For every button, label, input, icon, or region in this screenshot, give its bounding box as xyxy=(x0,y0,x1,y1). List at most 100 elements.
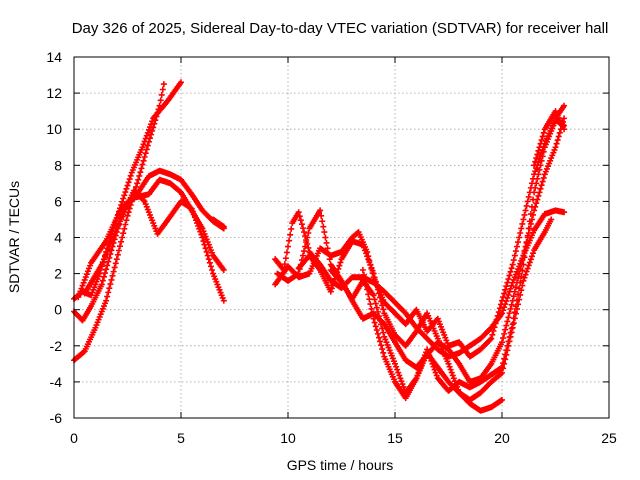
data-point-marker xyxy=(377,338,384,345)
data-point-marker xyxy=(503,283,510,290)
data-point-marker xyxy=(100,273,107,280)
data-point-marker xyxy=(508,329,515,336)
data-point-marker xyxy=(522,207,529,214)
data-point-marker xyxy=(158,91,165,98)
data-point-marker xyxy=(108,247,115,254)
data-point-marker xyxy=(530,250,537,257)
data-point-marker xyxy=(81,276,88,283)
data-point-marker xyxy=(359,241,366,248)
series-track-3 xyxy=(71,176,227,324)
data-point-marker xyxy=(527,211,534,218)
data-point-marker xyxy=(370,315,377,322)
data-point-marker xyxy=(140,197,147,204)
data-point-marker xyxy=(79,282,86,289)
data-point-marker xyxy=(503,351,510,358)
data-point-marker xyxy=(319,218,326,225)
series-track-10 xyxy=(295,238,505,414)
data-point-marker xyxy=(499,297,505,304)
data-point-marker xyxy=(379,346,386,353)
data-point-marker xyxy=(521,211,528,218)
data-point-marker xyxy=(488,335,495,342)
data-point-marker xyxy=(553,140,560,147)
y-tick-label: 8 xyxy=(54,157,62,173)
data-point-marker xyxy=(329,282,336,289)
data-point-marker xyxy=(142,150,149,157)
data-point-marker xyxy=(366,296,373,303)
y-tick-label: -6 xyxy=(50,410,63,426)
data-point-marker xyxy=(447,366,454,373)
data-point-marker xyxy=(531,189,538,196)
data-point-marker xyxy=(378,321,385,328)
data-point-marker xyxy=(195,222,202,229)
y-tick-label: -4 xyxy=(50,374,63,390)
data-point-marker xyxy=(505,314,512,321)
data-point-marker xyxy=(121,192,128,199)
data-point-marker xyxy=(525,262,532,269)
data-point-marker xyxy=(538,137,545,144)
data-point-marker xyxy=(512,248,519,255)
data-point-marker xyxy=(489,331,496,338)
data-point-marker xyxy=(523,239,530,246)
data-point-marker xyxy=(76,291,83,298)
data-point-marker xyxy=(502,356,509,363)
data-point-marker xyxy=(538,157,545,164)
y-tick-label: 2 xyxy=(54,266,62,282)
data-point-marker xyxy=(523,202,530,209)
data-point-marker xyxy=(302,243,309,250)
series-track-6 xyxy=(210,216,227,230)
data-point-marker xyxy=(178,79,184,86)
data-point-marker xyxy=(533,200,540,207)
data-point-marker xyxy=(282,255,289,262)
data-point-marker xyxy=(146,124,153,131)
x-tick-label: 15 xyxy=(387,430,403,446)
data-point-marker xyxy=(520,216,527,223)
data-point-marker xyxy=(450,375,457,382)
data-point-marker xyxy=(365,256,372,263)
data-point-marker xyxy=(140,157,147,164)
data-point-marker xyxy=(526,218,533,225)
data-point-marker xyxy=(288,225,295,232)
data-point-marker xyxy=(501,290,508,297)
data-point-marker xyxy=(487,336,494,343)
y-axis-label: SDTVAR / TECUs xyxy=(6,181,22,293)
y-tick-label: 6 xyxy=(54,193,62,209)
data-point-marker xyxy=(202,245,209,252)
x-tick-label: 5 xyxy=(177,430,185,446)
data-point-marker xyxy=(446,363,453,370)
data-point-marker xyxy=(516,296,523,303)
data-point-marker xyxy=(522,247,529,254)
data-point-marker xyxy=(509,261,516,268)
data-point-marker xyxy=(120,195,127,202)
data-point-marker xyxy=(502,286,509,293)
data-point-marker xyxy=(148,131,155,138)
data-point-marker xyxy=(502,326,509,333)
data-point-marker xyxy=(508,282,515,289)
data-point-marker xyxy=(374,286,381,293)
data-point-marker xyxy=(83,271,90,278)
data-point-marker xyxy=(536,166,543,173)
y-tick-label: 10 xyxy=(46,121,62,137)
data-point-marker xyxy=(120,230,127,237)
data-point-marker xyxy=(122,189,129,196)
data-point-marker xyxy=(371,274,378,281)
data-point-marker xyxy=(369,267,376,274)
data-point-marker xyxy=(197,228,204,235)
data-point-marker xyxy=(84,268,91,275)
data-point-marker xyxy=(504,318,511,325)
data-point-marker xyxy=(373,304,380,311)
data-point-marker xyxy=(432,369,439,376)
data-point-marker xyxy=(515,239,522,246)
data-point-marker xyxy=(367,301,374,308)
x-tick-label: 10 xyxy=(280,430,296,446)
data-point-marker xyxy=(139,161,146,168)
data-point-marker xyxy=(105,289,112,296)
data-point-marker xyxy=(375,313,382,320)
data-point-marker xyxy=(362,276,369,283)
data-point-marker xyxy=(360,271,367,278)
data-point-marker xyxy=(122,221,129,228)
data-point-marker xyxy=(121,225,128,232)
data-point-marker xyxy=(368,305,375,312)
data-point-marker xyxy=(511,252,518,259)
data-point-marker xyxy=(281,261,288,268)
data-point-marker xyxy=(536,144,543,151)
